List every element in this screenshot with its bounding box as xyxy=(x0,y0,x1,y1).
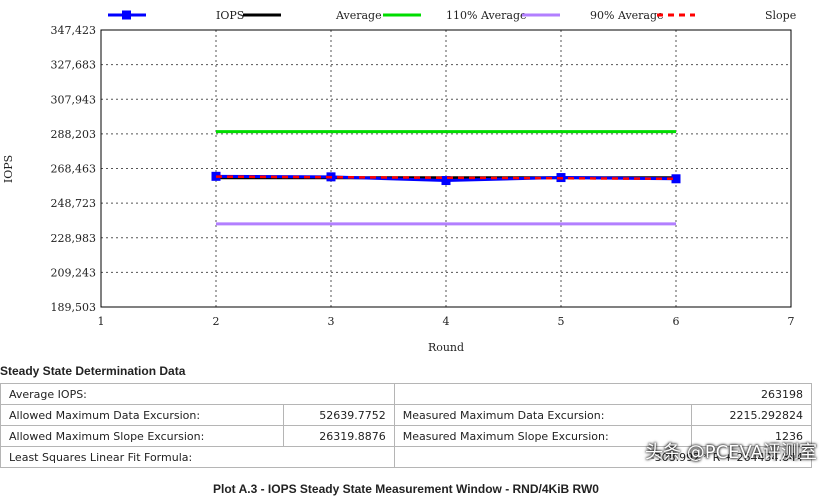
table-row: Allowed Maximum Slope Excursion: 26319.8… xyxy=(0,425,813,447)
iops-point xyxy=(211,171,221,181)
series xyxy=(211,130,681,226)
legend-label-iops: IOPS xyxy=(216,9,244,22)
y-tick-label: 288,203 xyxy=(51,128,97,141)
legend-label-90-average: 90% Average xyxy=(590,9,664,22)
chart: 189,503 209,243 228,983 248,723 268,463 288,2… xyxy=(2,9,796,354)
x-axis-label: Round xyxy=(428,341,464,354)
plot-frame xyxy=(100,29,792,308)
legend-label-110-average: 110% Average xyxy=(446,9,527,22)
legend-marker-iops xyxy=(122,10,131,20)
x-tick-label: 5 xyxy=(558,315,565,328)
measured-data-excursion-label: Measured Maximum Data Excursion: xyxy=(393,404,692,426)
x-tick-label: 6 xyxy=(673,315,680,328)
x-tick-label: 2 xyxy=(213,315,220,328)
watermark: 头条 @PCEVA评测室 xyxy=(645,442,817,463)
grid xyxy=(101,30,791,307)
section-title: Steady State Determination Data xyxy=(0,364,186,378)
x-tick-label: 4 xyxy=(443,315,450,328)
y-tick-label: 189,503 xyxy=(51,301,97,314)
allowed-slope-excursion-value: 26319.8876 xyxy=(282,425,395,447)
x-tick-label: 7 xyxy=(788,315,795,328)
x-tick-labels: 1 2 3 4 5 6 7 xyxy=(98,315,795,328)
steady-state-table: Average IOPS: 263198 Allowed Maximum Dat… xyxy=(0,383,813,468)
y-tick-label: 209,243 xyxy=(51,266,97,279)
iops-point xyxy=(671,174,681,184)
average-iops-value: 263198 xyxy=(393,383,813,405)
allowed-slope-excursion-label: Allowed Maximum Slope Excursion: xyxy=(0,425,284,447)
iops-point xyxy=(441,176,451,186)
fit-formula-label: Least Squares Linear Fit Formula: xyxy=(0,446,395,468)
x-tick-label: 3 xyxy=(328,315,335,328)
y-tick-label: 327,683 xyxy=(51,59,97,72)
plot-caption: Plot A.3 - IOPS Steady State Measurement… xyxy=(213,482,599,496)
y-tick-label: 307,943 xyxy=(51,93,97,106)
legend-label-slope: Slope xyxy=(765,9,796,22)
table-row: Allowed Maximum Data Excursion: 52639.77… xyxy=(0,404,813,426)
y-tick-label: 228,983 xyxy=(51,232,97,245)
legend-label-average: Average xyxy=(335,9,382,22)
table-row: Average IOPS: 263198 xyxy=(0,383,813,405)
y-tick-label: 248,723 xyxy=(51,197,97,210)
legend: IOPS Average 110% Average 90% Average Slope xyxy=(108,9,796,22)
y-tick-label: 268,463 xyxy=(51,163,97,176)
measured-data-excursion-value: 2215.292824 xyxy=(690,404,813,426)
y-axis-label: IOPS xyxy=(2,155,15,183)
y-tick-labels: 189,503 209,243 228,983 248,723 268,463 288,2… xyxy=(51,24,97,314)
allowed-data-excursion-value: 52639.7752 xyxy=(282,404,395,426)
fit-formula-value: -308.992 * R + 264434.844 xyxy=(393,446,813,468)
allowed-data-excursion-label: Allowed Maximum Data Excursion: xyxy=(0,404,284,426)
y-tick-label: 347,423 xyxy=(51,24,97,37)
average-iops-label: Average IOPS: xyxy=(0,383,395,405)
x-tick-label: 1 xyxy=(98,315,105,328)
table-row: Least Squares Linear Fit Formula: -308.9… xyxy=(0,446,813,468)
